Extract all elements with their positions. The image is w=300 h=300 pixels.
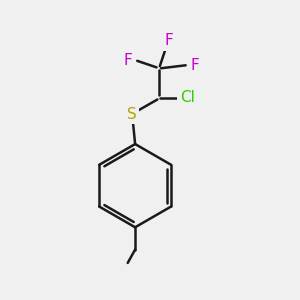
Text: F: F — [190, 58, 199, 73]
Text: Cl: Cl — [180, 91, 195, 106]
Text: S: S — [127, 107, 137, 122]
Text: F: F — [124, 53, 133, 68]
Text: F: F — [164, 33, 173, 48]
